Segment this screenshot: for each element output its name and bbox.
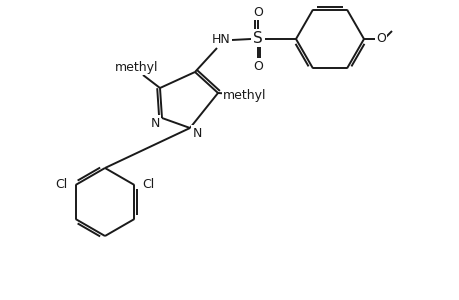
Text: O: O: [375, 32, 385, 44]
Text: N: N: [150, 116, 159, 130]
Text: S: S: [252, 31, 262, 46]
Text: O: O: [252, 5, 263, 19]
Text: HN: HN: [211, 32, 230, 46]
Text: methyl: methyl: [223, 88, 266, 101]
Text: Cl: Cl: [56, 178, 67, 190]
Text: O: O: [252, 59, 263, 73]
Text: N: N: [192, 127, 201, 140]
Text: methyl: methyl: [115, 61, 158, 74]
Text: Cl: Cl: [142, 178, 154, 190]
